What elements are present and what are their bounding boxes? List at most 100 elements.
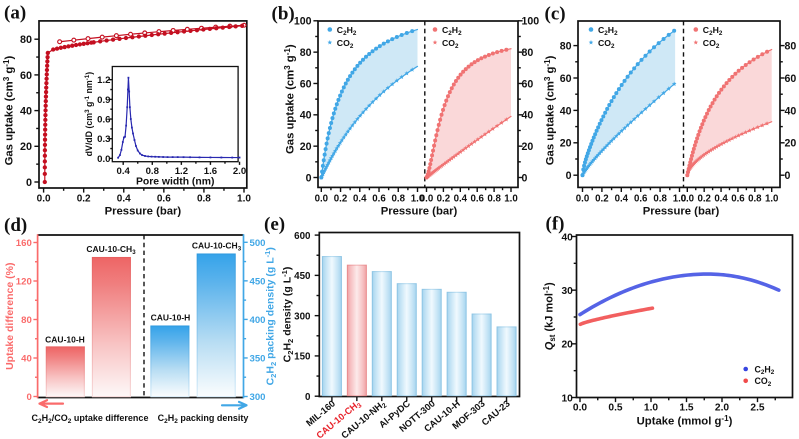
svg-text:0.2: 0.2 xyxy=(334,193,347,204)
svg-text:0.2: 0.2 xyxy=(437,193,450,204)
svg-text:0: 0 xyxy=(26,392,31,403)
svg-text:CAU-10-CH3​: CAU-10-CH3​ xyxy=(86,244,136,256)
svg-text:0.6: 0.6 xyxy=(731,193,745,204)
svg-text:0.6: 0.6 xyxy=(97,115,110,126)
svg-text:0.2: 0.2 xyxy=(595,193,608,204)
svg-text:0.8: 0.8 xyxy=(748,193,762,204)
svg-text:(f): (f) xyxy=(546,214,565,235)
svg-text:1.6: 1.6 xyxy=(204,166,217,177)
svg-text:(e): (e) xyxy=(264,214,285,235)
svg-text:80: 80 xyxy=(560,41,572,53)
svg-text:0.6: 0.6 xyxy=(157,194,171,205)
svg-text:2.5: 2.5 xyxy=(750,403,764,414)
svg-text:80: 80 xyxy=(785,41,797,53)
svg-text:0.3: 0.3 xyxy=(97,134,110,145)
svg-text:1.5: 1.5 xyxy=(679,403,693,414)
svg-text:CO2​: CO2​ xyxy=(598,38,615,50)
svg-text:0: 0 xyxy=(26,177,32,189)
svg-text:60: 60 xyxy=(20,70,32,82)
svg-text:0.0: 0.0 xyxy=(576,193,589,204)
svg-text:(a): (a) xyxy=(4,3,26,24)
svg-text:100: 100 xyxy=(294,16,312,28)
svg-text:C2​H2​: C2​H2​ xyxy=(442,25,462,37)
svg-text:0.0: 0.0 xyxy=(37,194,51,205)
svg-text:0: 0 xyxy=(566,170,572,182)
svg-text:20: 20 xyxy=(560,138,572,150)
svg-text:(c): (c) xyxy=(545,4,566,25)
svg-text:0.2: 0.2 xyxy=(77,194,91,205)
svg-text:20: 20 xyxy=(561,340,573,351)
svg-text:0: 0 xyxy=(305,392,311,403)
svg-text:0.8: 0.8 xyxy=(392,193,406,204)
svg-text:0.8: 0.8 xyxy=(197,194,211,205)
svg-text:Uptake difference (%): Uptake difference (%) xyxy=(4,263,16,370)
svg-text:2.0: 2.0 xyxy=(233,166,246,177)
svg-text:1.0: 1.0 xyxy=(765,193,778,204)
svg-text:0.0: 0.0 xyxy=(315,193,328,204)
svg-text:C2​H2​ packing density: C2​H2​ packing density xyxy=(158,413,249,425)
svg-text:0.4: 0.4 xyxy=(615,193,629,204)
svg-text:0: 0 xyxy=(785,170,791,182)
svg-text:0.8: 0.8 xyxy=(653,193,667,204)
svg-text:0.4: 0.4 xyxy=(117,194,131,205)
svg-text:(b): (b) xyxy=(272,4,295,25)
svg-text:400: 400 xyxy=(250,315,266,326)
svg-text:1.2: 1.2 xyxy=(97,75,110,86)
svg-text:0.6: 0.6 xyxy=(634,193,648,204)
svg-text:0: 0 xyxy=(522,172,528,184)
svg-text:CO2​: CO2​ xyxy=(442,38,459,50)
svg-text:350: 350 xyxy=(250,354,266,365)
svg-text:300: 300 xyxy=(250,392,266,403)
svg-text:CAU-10-H: CAU-10-H xyxy=(45,335,85,345)
svg-text:20: 20 xyxy=(300,141,312,153)
svg-text:500: 500 xyxy=(250,238,266,249)
svg-text:Uptake (mmol g-1​): Uptake (mmol g-1​) xyxy=(637,414,733,428)
svg-text:0.4: 0.4 xyxy=(714,193,728,204)
svg-text:600: 600 xyxy=(294,231,311,242)
svg-text:2.0: 2.0 xyxy=(715,403,729,414)
svg-text:(d): (d) xyxy=(4,215,27,236)
svg-text:Gas uptake (cm3​ g-1​): Gas uptake (cm3​ g-1​) xyxy=(283,44,297,154)
svg-text:80: 80 xyxy=(20,34,32,46)
svg-text:1.0: 1.0 xyxy=(504,193,517,204)
svg-text:Qst​ (kJ mol-1​): Qst​ (kJ mol-1​) xyxy=(542,282,557,350)
svg-text:150: 150 xyxy=(294,352,311,363)
svg-text:80: 80 xyxy=(21,315,32,326)
svg-text:CO2​: CO2​ xyxy=(337,38,354,50)
svg-text:1.0: 1.0 xyxy=(237,194,251,205)
svg-text:450: 450 xyxy=(250,276,266,287)
svg-text:100: 100 xyxy=(522,16,540,28)
svg-text:1.0: 1.0 xyxy=(673,193,686,204)
svg-text:0.4: 0.4 xyxy=(117,166,131,177)
svg-text:C2​H2​/CO2​ uptake difference: C2​H2​/CO2​ uptake difference xyxy=(32,413,149,425)
svg-text:300: 300 xyxy=(294,311,311,322)
svg-text:C2​H2​ packing density (g L-1​: C2​H2​ packing density (g L-1​) xyxy=(263,247,278,385)
svg-text:0.9: 0.9 xyxy=(97,95,110,106)
svg-text:0.6: 0.6 xyxy=(372,193,386,204)
svg-text:20: 20 xyxy=(20,141,32,153)
svg-text:CAU-10-CH3​: CAU-10-CH3​ xyxy=(192,241,242,253)
svg-text:Pressure (bar): Pressure (bar) xyxy=(643,206,720,218)
svg-text:Pore width (nm): Pore width (nm) xyxy=(136,177,215,188)
svg-text:0.8: 0.8 xyxy=(487,193,501,204)
svg-text:30: 30 xyxy=(561,286,573,297)
svg-text:160: 160 xyxy=(16,238,32,249)
svg-text:C2​H2​: C2​H2​ xyxy=(337,25,357,37)
svg-text:40: 40 xyxy=(21,354,32,365)
svg-text:450: 450 xyxy=(294,271,311,282)
svg-text:0: 0 xyxy=(306,172,312,184)
svg-text:10: 10 xyxy=(561,393,573,404)
svg-text:60: 60 xyxy=(300,78,312,90)
svg-text:0.0: 0.0 xyxy=(573,403,587,414)
svg-text:0.8: 0.8 xyxy=(146,166,160,177)
svg-text:40: 40 xyxy=(560,105,572,117)
svg-text:CO2​: CO2​ xyxy=(703,38,720,50)
svg-text:40: 40 xyxy=(300,110,312,122)
svg-text:CAU-10-H: CAU-10-H xyxy=(151,313,191,323)
svg-text:20: 20 xyxy=(522,141,534,153)
svg-text:120: 120 xyxy=(16,277,32,288)
svg-text:0.4: 0.4 xyxy=(353,193,367,204)
svg-text:CO2​: CO2​ xyxy=(755,376,772,388)
svg-text:0.5: 0.5 xyxy=(608,403,622,414)
svg-text:40: 40 xyxy=(561,232,573,243)
